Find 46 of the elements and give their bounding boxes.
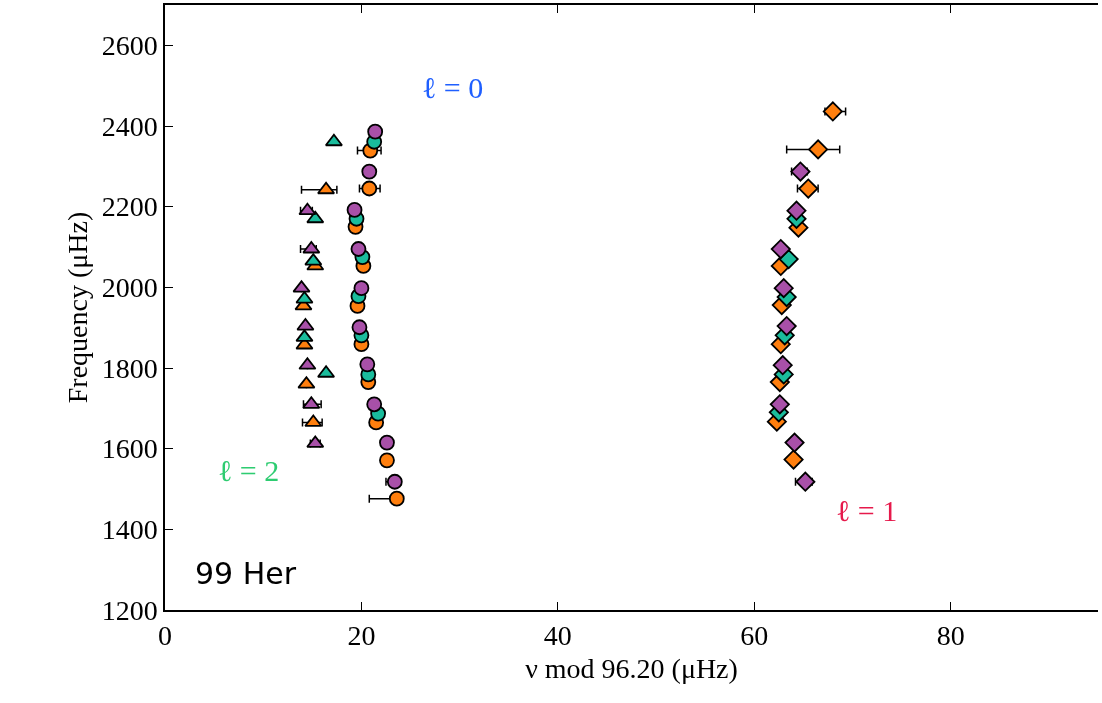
y-tick-label: 1200 xyxy=(101,594,158,626)
y-tick-label: 1600 xyxy=(101,433,158,465)
point xyxy=(350,241,367,257)
point xyxy=(772,355,793,376)
point xyxy=(367,123,384,140)
y-tick-label: 2600 xyxy=(101,30,158,62)
y-tick-label: 2400 xyxy=(101,110,158,142)
point xyxy=(798,178,819,199)
y-tick-label: 1400 xyxy=(101,514,158,546)
point xyxy=(784,432,805,453)
point xyxy=(379,434,395,451)
point xyxy=(769,394,790,415)
y-tick-label: 1800 xyxy=(101,352,158,384)
point xyxy=(366,396,383,413)
point xyxy=(822,101,843,122)
point xyxy=(353,280,370,297)
x-tick-label: 60 xyxy=(740,620,769,652)
annotation: ℓ = 2 xyxy=(218,454,280,487)
point xyxy=(379,452,395,469)
point xyxy=(795,471,816,492)
point xyxy=(790,161,811,182)
point xyxy=(317,181,336,195)
x-tick-label: 80 xyxy=(936,620,965,652)
point xyxy=(808,139,829,160)
x-tick-label: 20 xyxy=(347,620,376,652)
point xyxy=(773,278,794,299)
point xyxy=(346,201,363,218)
point xyxy=(351,319,368,336)
point xyxy=(388,490,405,507)
annotation: ℓ = 1 xyxy=(836,494,898,527)
point xyxy=(324,133,343,147)
x-tick-label: 0 xyxy=(158,620,172,652)
point xyxy=(776,316,797,337)
point xyxy=(306,210,325,224)
point xyxy=(770,239,791,260)
y-tick-label: 2200 xyxy=(101,191,158,223)
y-tick-label: 2000 xyxy=(101,272,158,304)
point xyxy=(361,163,378,180)
x-axis-title: ν mod 96.20 (μHz) xyxy=(525,652,738,684)
point xyxy=(783,449,804,470)
annotation: ℓ = 0 xyxy=(422,71,484,104)
annotation: 99 Her xyxy=(195,556,297,591)
point xyxy=(359,356,376,373)
x-tick-label: 40 xyxy=(543,620,572,652)
point xyxy=(786,200,807,221)
y-axis-title: Frequency (μHz) xyxy=(61,211,93,404)
